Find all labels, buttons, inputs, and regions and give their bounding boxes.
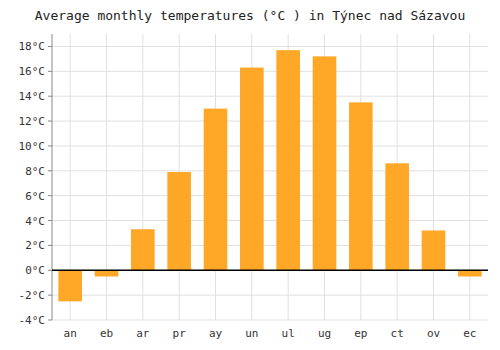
bars	[58, 50, 481, 301]
grid-line-y	[52, 46, 488, 47]
bar	[422, 230, 446, 270]
bar	[167, 172, 191, 270]
grid-line-x	[469, 34, 470, 320]
bar	[240, 68, 264, 271]
grid-line-x	[433, 34, 434, 320]
grid-line-y	[52, 121, 488, 122]
grid-line-x	[106, 34, 107, 320]
y-tick-label: 2°C	[25, 239, 45, 252]
y-tick	[48, 145, 52, 146]
bar	[313, 56, 337, 270]
y-tick	[48, 195, 52, 196]
x-tick-label: ar	[136, 327, 150, 340]
grid-line-y	[52, 270, 488, 271]
y-tick-label: 18°C	[19, 40, 46, 53]
bar	[458, 270, 482, 276]
y-tick	[48, 220, 52, 221]
y-tick	[48, 295, 52, 296]
bar	[276, 50, 300, 270]
x-tick-label: pr	[173, 327, 187, 340]
y-axis-line	[52, 34, 53, 320]
grid-line-y	[52, 320, 488, 321]
chart-svg: Average monthly temperatures (°C ) in Tý…	[0, 0, 500, 350]
y-tick-label: 14°C	[19, 90, 46, 103]
y-tick	[48, 320, 52, 321]
y-tick-label: -4°C	[19, 314, 46, 327]
y-tick	[48, 96, 52, 97]
y-tick-label: 6°C	[25, 190, 45, 203]
zero-line	[52, 270, 488, 272]
bar	[58, 270, 82, 301]
x-tick-label: ep	[354, 327, 367, 340]
grid	[52, 34, 488, 320]
x-tick-label: ec	[463, 327, 476, 340]
x-tick-label: ov	[427, 327, 441, 340]
bar	[204, 109, 228, 271]
grid-line-y	[52, 145, 488, 146]
x-tick-label: an	[64, 327, 77, 340]
bar	[95, 270, 119, 276]
x-tick-label: ct	[391, 327, 404, 340]
y-tick-label: 16°C	[19, 65, 46, 78]
y-tick-label: 8°C	[25, 165, 45, 178]
grid-line-x	[142, 34, 143, 320]
y-tick	[48, 71, 52, 72]
y-tick	[48, 170, 52, 171]
y-tick	[48, 121, 52, 122]
y-tick	[48, 46, 52, 47]
bar	[349, 102, 373, 270]
title: Average monthly temperatures (°C ) in Tý…	[35, 8, 465, 23]
x-tick-label: un	[245, 327, 258, 340]
grid-line-y	[52, 295, 488, 296]
grid-line-y	[52, 71, 488, 72]
y-tick-label: 10°C	[19, 140, 46, 153]
bar	[385, 163, 409, 270]
bar	[131, 229, 155, 270]
grid-line-y	[52, 170, 488, 171]
y-tick-label: 12°C	[19, 115, 46, 128]
chart-container: Average monthly temperatures (°C ) in Tý…	[0, 0, 500, 350]
grid-line-y	[52, 96, 488, 97]
grid-line-y	[52, 195, 488, 196]
y-tick-label: 0°C	[25, 264, 45, 277]
y-tick	[48, 245, 52, 246]
grid-line-y	[52, 220, 488, 221]
x-tick-label: ay	[209, 327, 223, 340]
x-tick-label: eb	[100, 327, 113, 340]
x-tick-label: ul	[282, 327, 295, 340]
y-tick-label: 4°C	[25, 215, 45, 228]
x-tick-label: ug	[318, 327, 331, 340]
y-tick	[48, 270, 52, 271]
y-tick-label: -2°C	[19, 289, 46, 302]
